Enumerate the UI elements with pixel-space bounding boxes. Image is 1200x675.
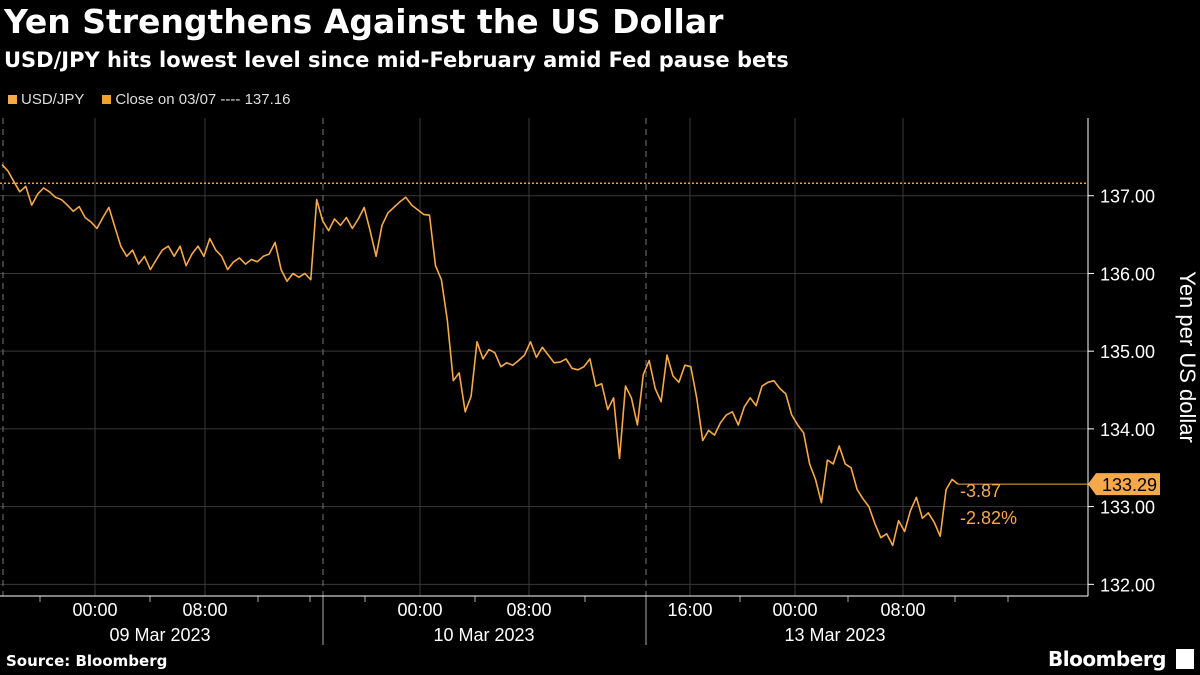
date-label: 09 Mar 2023 xyxy=(109,625,210,645)
legend-label-usdjpy: USD/JPY xyxy=(21,91,85,108)
x-tick-label: 08:00 xyxy=(182,600,227,620)
y-tick-label: 134.00 xyxy=(1100,420,1155,440)
legend-item-close: Close on 03/07 ---- 137.16 xyxy=(102,91,290,108)
x-tick-label: 00:00 xyxy=(397,600,442,620)
x-tick-label: 16:00 xyxy=(667,600,712,620)
legend-item-usdjpy: USD/JPY xyxy=(8,91,84,108)
x-tick-label: 00:00 xyxy=(772,600,817,620)
change-value-label: -3.87 xyxy=(960,481,1001,501)
y-tick-label: 133.00 xyxy=(1100,498,1155,518)
chart-title: Yen Strengthens Against the US Dollar xyxy=(4,2,724,41)
y-tick-label: 135.00 xyxy=(1100,342,1155,362)
last-value-label: 133.29 xyxy=(1102,475,1157,495)
label-group: 137.00 136.00 135.00 134.00 133.00 132.00 00:0… xyxy=(72,187,1200,645)
grid-lines xyxy=(0,118,1088,596)
legend: USD/JPY Close on 03/07 ---- 137.16 xyxy=(8,91,308,108)
y-tick-label: 136.00 xyxy=(1100,264,1155,284)
change-percent-label: -2.82% xyxy=(960,508,1017,528)
series-group xyxy=(0,164,1088,547)
y-tick-label: 132.00 xyxy=(1100,575,1155,595)
brand-name: Bloomberg xyxy=(1048,647,1166,671)
legend-label-close: Close on 03/07 ---- 137.16 xyxy=(115,91,291,108)
legend-swatch-usdjpy xyxy=(8,95,17,104)
last-value-badge xyxy=(1088,473,1160,496)
y-axis-title: Yen per US dollar xyxy=(1175,271,1200,443)
x-tick-label: 08:00 xyxy=(880,600,925,620)
chart-subtitle: USD/JPY hits lowest level since mid-Febr… xyxy=(4,48,789,72)
series-line-usdjpy xyxy=(1,164,959,547)
axes xyxy=(0,118,1094,645)
date-label: 10 Mar 2023 xyxy=(433,625,534,645)
source-note: Source: Bloomberg xyxy=(6,652,168,670)
y-tick-label: 137.00 xyxy=(1100,187,1155,207)
legend-swatch-close xyxy=(102,95,112,104)
bloomberg-logo-icon xyxy=(1176,649,1194,669)
date-label: 13 Mar 2023 xyxy=(784,625,885,645)
x-tick-label: 08:00 xyxy=(506,600,551,620)
x-tick-label: 00:00 xyxy=(72,600,117,620)
